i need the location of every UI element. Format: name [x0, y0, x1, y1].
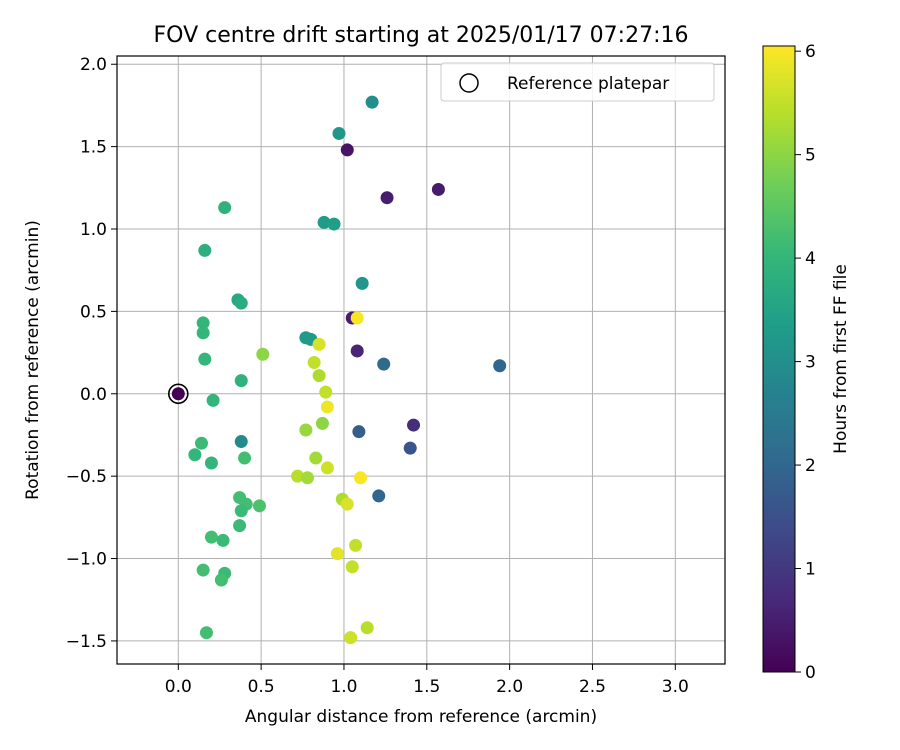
data-point [198, 243, 212, 257]
data-point [380, 191, 394, 205]
x-tick-label: 1.0 [330, 677, 357, 697]
y-tick-label: 1.5 [80, 138, 107, 158]
data-point [312, 369, 326, 383]
data-point [352, 425, 366, 439]
colorbar-ticks: 0 1 2 3 4 5 6 [795, 42, 816, 683]
y-axis-ticks: −1.5 −1.0 −0.5 0.0 0.5 1.0 1.5 2.0 [66, 55, 117, 652]
colorbar-tick-label: 0 [805, 663, 816, 683]
y-tick-label: −0.5 [66, 467, 107, 487]
data-point [312, 337, 326, 351]
data-point [340, 497, 354, 511]
colorbar-gradient [762, 45, 796, 673]
data-point [349, 538, 363, 552]
legend-entry-reference-platepar: Reference platepar [507, 74, 669, 94]
data-point [206, 393, 220, 407]
data-point [256, 347, 270, 361]
legend-reference-marker [459, 73, 479, 93]
plot-frame [116, 55, 726, 665]
data-point [493, 359, 507, 373]
data-point [365, 95, 379, 109]
reference-marker [167, 383, 189, 405]
y-tick-label: −1.5 [66, 632, 107, 652]
data-point [350, 311, 364, 325]
data-point [196, 563, 210, 577]
data-point [171, 387, 185, 401]
data-point [291, 469, 305, 483]
data-point [309, 451, 323, 465]
data-point [317, 215, 331, 229]
data-point [234, 504, 248, 518]
data-points [171, 95, 507, 645]
x-tick-label: 3.0 [662, 677, 689, 697]
data-point [319, 385, 333, 399]
data-point [199, 626, 213, 640]
x-tick-label: 2.5 [579, 677, 606, 697]
y-tick-label: 0.0 [80, 385, 107, 405]
colorbar-label: Hours from first FF file [831, 264, 851, 454]
data-point [233, 519, 247, 533]
data-point [307, 355, 321, 369]
colorbar-tick-label: 3 [805, 353, 816, 373]
legend: Reference platepar [440, 62, 715, 102]
data-point [344, 631, 358, 645]
data-point [301, 471, 315, 485]
data-point [330, 547, 344, 561]
x-axis-label: Angular distance from reference (arcmin) [245, 707, 597, 727]
data-point [196, 316, 210, 330]
data-point [315, 416, 329, 430]
data-point [218, 201, 232, 215]
y-tick-label: −1.0 [66, 550, 107, 570]
data-point [355, 276, 369, 290]
x-tick-label: 0.5 [248, 677, 275, 697]
data-point [204, 530, 218, 544]
colorbar-tick-label: 5 [805, 146, 816, 166]
data-point [196, 326, 210, 340]
colorbar-tick-label: 4 [805, 249, 816, 269]
data-point [320, 461, 334, 475]
chart-title: FOV centre drift starting at 2025/01/17 … [154, 23, 689, 48]
data-point [234, 435, 248, 449]
y-tick-label: 2.0 [80, 55, 107, 75]
x-tick-label: 0.0 [165, 677, 192, 697]
grid-lines [117, 56, 725, 664]
colorbar-tick-label: 6 [805, 42, 816, 62]
data-point [403, 441, 417, 455]
y-tick-label: 0.5 [80, 302, 107, 322]
data-point [234, 296, 248, 310]
data-point [332, 126, 346, 140]
x-axis-ticks: 0.0 0.5 1.0 1.5 2.0 2.5 3.0 [165, 664, 689, 697]
y-tick-label: 1.0 [80, 220, 107, 240]
data-point [194, 436, 208, 450]
data-point [214, 573, 228, 587]
legend-box [440, 62, 715, 102]
data-point [198, 352, 212, 366]
y-axis-label: Rotation from reference (arcmin) [23, 220, 43, 500]
colorbar-tick-label: 1 [805, 560, 816, 580]
data-point [354, 471, 368, 485]
data-point [299, 423, 313, 437]
data-point [238, 451, 252, 465]
data-point [234, 374, 248, 388]
x-tick-label: 1.5 [413, 677, 440, 697]
data-point [431, 182, 445, 196]
data-point [320, 400, 334, 414]
data-point [407, 418, 421, 432]
data-point [327, 217, 341, 231]
data-point [350, 344, 364, 358]
reference-point-ring [167, 383, 189, 405]
data-point [340, 143, 354, 157]
colorbar-tick-label: 2 [805, 456, 816, 476]
data-point [204, 456, 218, 470]
data-point [188, 448, 202, 462]
x-tick-label: 2.0 [496, 677, 523, 697]
data-point [372, 489, 386, 503]
data-point [252, 499, 266, 513]
data-point [377, 357, 391, 371]
data-point [345, 560, 359, 574]
data-point [360, 621, 374, 635]
colorbar: 0 1 2 3 4 5 6 Hours from first FF file [762, 42, 851, 683]
data-point [216, 533, 230, 547]
